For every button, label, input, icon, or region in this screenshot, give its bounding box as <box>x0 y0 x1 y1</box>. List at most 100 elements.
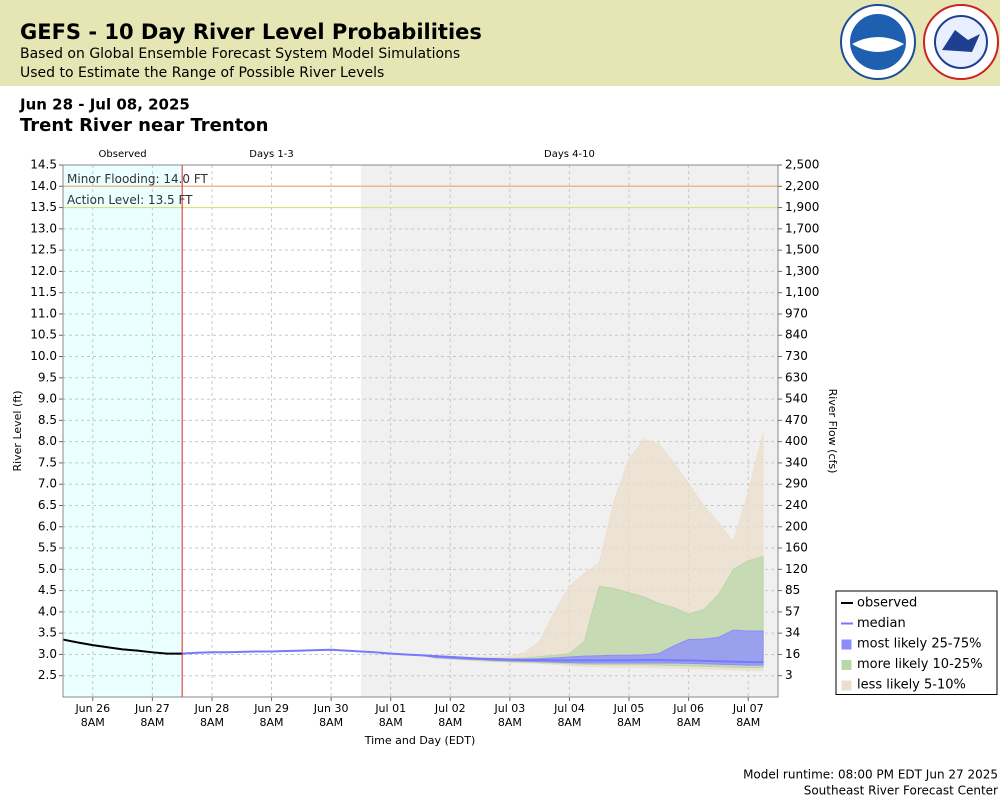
y2-tick-label: 730 <box>785 349 808 363</box>
y-tick-label: 14.5 <box>30 158 57 172</box>
legend-box <box>835 590 998 695</box>
noaa-logo <box>840 4 916 80</box>
x-tick-label: Jul 04 <box>553 702 585 715</box>
y-tick-label: 9.5 <box>38 370 57 384</box>
x-tick-label: Jul 06 <box>672 702 704 715</box>
y2-tick-label: 57 <box>785 604 800 618</box>
y2-tick-label: 1,900 <box>785 200 819 214</box>
y2-tick-label: 840 <box>785 328 808 342</box>
legend-label: more likely 10-25% <box>857 657 983 672</box>
y2-tick-label: 290 <box>785 477 808 491</box>
y2-tick-label: 970 <box>785 306 808 320</box>
region-label: Days 4-10 <box>544 149 595 160</box>
y2-tick-label: 540 <box>785 392 808 406</box>
x-tick-time: 8AM <box>438 716 462 729</box>
y2-tick-label: 1,500 <box>785 243 819 257</box>
x-tick-time: 8AM <box>200 716 224 729</box>
y-tick-label: 3.0 <box>38 647 57 661</box>
y-tick-label: 9.0 <box>38 392 57 406</box>
legend-swatch <box>841 680 852 691</box>
y2-tick-label: 340 <box>785 455 808 469</box>
legend-label: most likely 25-75% <box>857 637 981 652</box>
x-tick-label: Jun 30 <box>313 702 349 715</box>
legend-label: observed <box>857 596 917 611</box>
y-tick-label: 2.5 <box>38 668 57 682</box>
legend-label: less likely 5-10% <box>857 678 966 693</box>
header-subtitle: Based on Global Ensemble Forecast System… <box>20 46 460 62</box>
y2-axis-label: River Flow (cfs) <box>826 389 839 474</box>
y-tick-label: 5.5 <box>38 541 57 555</box>
y2-tick-label: 2,500 <box>785 158 819 172</box>
x-tick-label: Jul 05 <box>613 702 645 715</box>
plot-frame <box>62 164 779 698</box>
x-tick-time: 8AM <box>677 716 701 729</box>
y2-tick-label: 160 <box>785 541 808 555</box>
y-tick-label: 4.5 <box>38 583 57 597</box>
x-tick-label: Jun 26 <box>74 702 110 715</box>
x-tick-label: Jun 28 <box>194 702 230 715</box>
x-tick-time: 8AM <box>498 716 522 729</box>
y-tick-label: 14.0 <box>30 179 57 193</box>
region <box>63 165 183 697</box>
y-tick-label: 12.0 <box>30 264 57 278</box>
header-title: GEFS - 10 Day River Level Probabilities <box>20 20 482 44</box>
y2-tick-label: 240 <box>785 498 808 512</box>
x-tick-label: Jun 29 <box>253 702 289 715</box>
x-tick-label: Jul 02 <box>434 702 466 715</box>
y-tick-label: 8.5 <box>38 413 57 427</box>
y2-tick-label: 630 <box>785 370 808 384</box>
region-label: Observed <box>99 149 147 160</box>
date-range: Jun 28 - Jul 08, 2025 <box>19 96 190 114</box>
y2-tick-label: 16 <box>785 647 800 661</box>
footer-runtime: Model runtime: 08:00 PM EDT Jun 27 2025 <box>743 768 998 782</box>
y-tick-label: 7.0 <box>38 477 57 491</box>
legend-label: median <box>857 616 906 631</box>
x-tick-time: 8AM <box>319 716 343 729</box>
nws-logo <box>923 4 999 80</box>
legend-swatch <box>841 639 852 650</box>
threshold-label: Action Level: 13.5 FT <box>67 193 193 207</box>
x-tick-label: Jun 27 <box>134 702 170 715</box>
y-tick-label: 11.0 <box>30 306 57 320</box>
x-tick-time: 8AM <box>81 716 105 729</box>
y2-tick-label: 3 <box>785 668 793 682</box>
x-tick-label: Jul 07 <box>732 702 764 715</box>
y2-tick-label: 470 <box>785 413 808 427</box>
legend-swatch <box>841 660 852 670</box>
y2-tick-label: 1,100 <box>785 285 819 299</box>
y-tick-label: 8.0 <box>38 434 57 448</box>
x-tick-label: Jul 01 <box>374 702 406 715</box>
y-tick-label: 10.0 <box>30 349 57 363</box>
y-tick-label: 13.0 <box>30 221 57 235</box>
y-tick-label: 3.5 <box>38 626 57 640</box>
y2-tick-label: 85 <box>785 583 800 597</box>
threshold-label: Minor Flooding: 14.0 FT <box>67 172 209 186</box>
x-tick-time: 8AM <box>736 716 760 729</box>
series-line <box>62 638 183 655</box>
y-tick-label: 5.0 <box>38 562 57 576</box>
chart-title: Trent River near Trenton <box>20 115 268 136</box>
y-tick-label: 12.5 <box>30 243 57 257</box>
y2-tick-label: 1,700 <box>785 221 819 235</box>
y2-tick-label: 200 <box>785 519 808 533</box>
x-axis-label: Time and Day (EDT) <box>364 734 476 747</box>
y2-tick-label: 2,200 <box>785 179 819 193</box>
y-tick-label: 11.5 <box>30 285 57 299</box>
x-tick-time: 8AM <box>617 716 641 729</box>
y-tick-label: 4.0 <box>38 604 57 618</box>
region-label: Days 1-3 <box>249 149 293 160</box>
x-tick-label: Jul 03 <box>493 702 525 715</box>
y-tick-label: 7.5 <box>38 455 57 469</box>
y-tick-label: 10.5 <box>30 328 57 342</box>
y2-tick-label: 34 <box>785 626 800 640</box>
y2-tick-label: 120 <box>785 562 808 576</box>
x-tick-time: 8AM <box>260 716 284 729</box>
x-tick-time: 8AM <box>557 716 581 729</box>
y-axis-label: River Level (ft) <box>11 390 24 471</box>
x-tick-time: 8AM <box>140 716 164 729</box>
y-tick-label: 13.5 <box>30 200 57 214</box>
x-tick-time: 8AM <box>379 716 403 729</box>
y2-tick-label: 400 <box>785 434 808 448</box>
y2-tick-label: 1,300 <box>785 264 819 278</box>
